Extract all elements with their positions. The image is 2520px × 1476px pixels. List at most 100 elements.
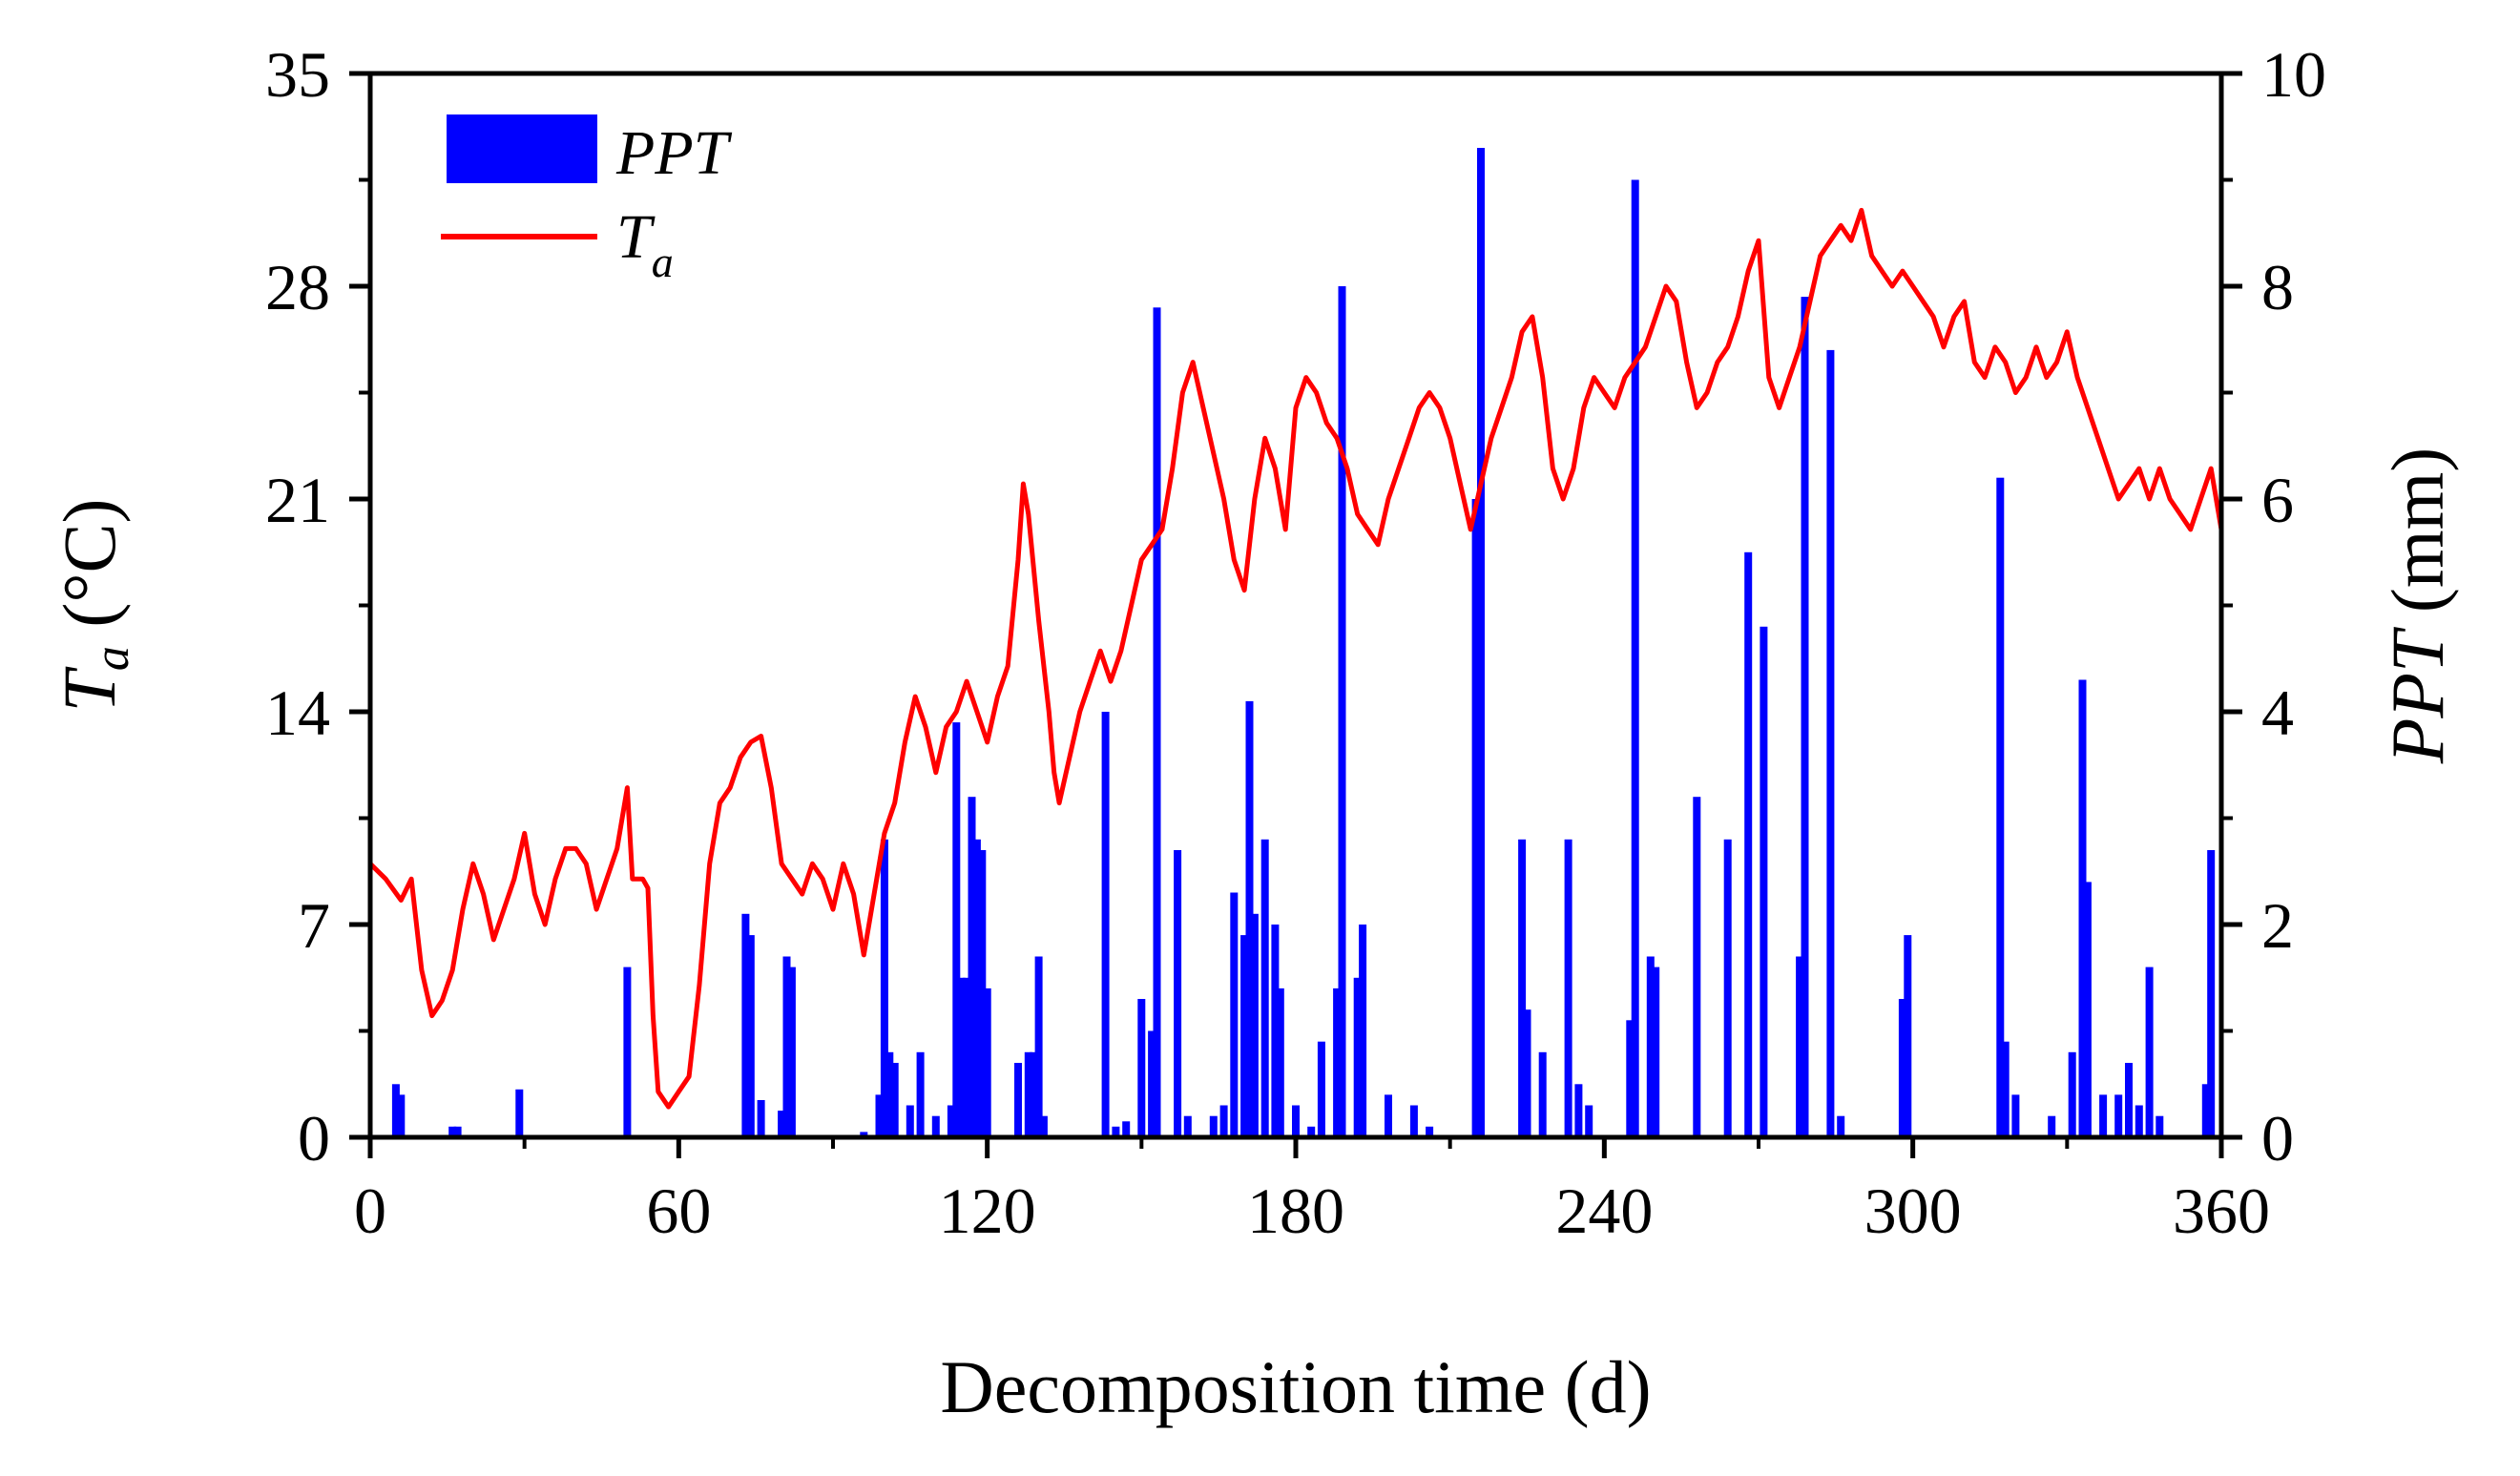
ppt-bar bbox=[1760, 627, 1767, 1137]
ppt-bar bbox=[917, 1052, 925, 1137]
ppt-bar bbox=[1652, 967, 1659, 1137]
ppt-bar bbox=[1585, 1106, 1593, 1138]
y-right-tick-label: 4 bbox=[2261, 676, 2294, 749]
ppt-bar bbox=[2011, 1094, 2019, 1137]
x-tick-label: 240 bbox=[1555, 1175, 1653, 1247]
legend-ta-symbol: T bbox=[616, 202, 656, 272]
y-left-tick-label: 28 bbox=[265, 251, 330, 323]
x-tick-label: 0 bbox=[354, 1175, 386, 1247]
ppt-bar bbox=[2048, 1116, 2055, 1137]
ppt-bar bbox=[515, 1090, 523, 1137]
ppt-bar bbox=[1837, 1116, 1844, 1137]
ppt-bar bbox=[1261, 840, 1269, 1137]
ppt-bar bbox=[1035, 957, 1043, 1138]
ppt-bar bbox=[1477, 148, 1485, 1137]
ppt-bar bbox=[1693, 797, 1700, 1137]
ppt-bar bbox=[2069, 1052, 2076, 1137]
y-left-tick-label: 0 bbox=[298, 1102, 330, 1175]
ppt-bar bbox=[2084, 882, 2092, 1137]
ppt-bar bbox=[2146, 967, 2154, 1137]
ppt-bar bbox=[1220, 1106, 1228, 1138]
y-left-tick-label: 7 bbox=[298, 889, 330, 962]
x-tick-label: 360 bbox=[2173, 1175, 2270, 1247]
legend-ta-label: Ta bbox=[616, 202, 674, 286]
y-right-title-symbol: PPT bbox=[2376, 627, 2459, 764]
ppt-bar bbox=[2156, 1116, 2163, 1137]
ppt-bar bbox=[747, 935, 755, 1137]
ppt-bar bbox=[1904, 935, 1911, 1137]
ppt-bar bbox=[2207, 850, 2215, 1137]
x-tick-label: 300 bbox=[1864, 1175, 1962, 1247]
ppt-bar bbox=[1565, 840, 1572, 1137]
ppt-bar bbox=[1524, 1009, 1531, 1137]
ppt-bar bbox=[1014, 1063, 1022, 1137]
legend-ppt-swatch bbox=[447, 114, 597, 183]
y-left-tick-label: 14 bbox=[265, 676, 330, 749]
y-left-title-subscript: a bbox=[85, 646, 139, 671]
ppt-bar bbox=[1277, 988, 1284, 1137]
ppt-bar bbox=[1292, 1106, 1300, 1138]
y-right-tick-label: 8 bbox=[2261, 251, 2294, 323]
ppt-bar bbox=[932, 1116, 940, 1137]
legend-ppt-label: PPT bbox=[615, 118, 733, 188]
legend: PPT Ta bbox=[441, 114, 733, 286]
ppt-bar bbox=[1137, 999, 1145, 1137]
ppt-bar bbox=[1826, 350, 1834, 1137]
ppt-bar bbox=[1359, 925, 1366, 1137]
ppt-bar bbox=[1632, 180, 1639, 1138]
y-right-tick-label: 0 bbox=[2261, 1102, 2294, 1175]
ppt-bar bbox=[1318, 1042, 1325, 1137]
ppt-bar bbox=[1230, 893, 1238, 1138]
ppt-bar bbox=[2135, 1106, 2143, 1138]
ppt-bar bbox=[397, 1094, 405, 1137]
ppt-bar bbox=[1385, 1094, 1392, 1137]
y-right-tick-label: 6 bbox=[2261, 464, 2294, 536]
ppt-bar bbox=[1210, 1116, 1218, 1137]
x-tick-label: 120 bbox=[939, 1175, 1036, 1247]
ppt-bar bbox=[1801, 297, 1809, 1137]
ppt-bar bbox=[1339, 286, 1346, 1137]
y-left-title-unit: (°C) bbox=[48, 498, 131, 646]
ppt-bar bbox=[758, 1100, 765, 1137]
ppt-bar bbox=[1184, 1116, 1192, 1137]
ppt-bar bbox=[623, 967, 631, 1137]
ppt-bars bbox=[392, 148, 2215, 1137]
ppt-bar bbox=[1539, 1052, 1547, 1137]
y-left-tick-label: 35 bbox=[265, 38, 330, 111]
ppt-bar bbox=[1122, 1121, 1130, 1137]
ppt-bar bbox=[1102, 712, 1110, 1137]
ppt-bar bbox=[2114, 1094, 2122, 1137]
x-tick-label: 180 bbox=[1247, 1175, 1344, 1247]
y-right-title-unit: (mm) bbox=[2376, 447, 2459, 632]
ppt-bar bbox=[984, 988, 991, 1137]
ppt-bar bbox=[1996, 478, 2004, 1137]
ppt-bar bbox=[788, 967, 796, 1137]
ppt-bar bbox=[1154, 307, 1161, 1137]
ppt-bar bbox=[1724, 840, 1732, 1137]
ppt-bar bbox=[1410, 1106, 1418, 1138]
ppt-bar bbox=[891, 1063, 899, 1137]
y-right-tick-label: 2 bbox=[2261, 889, 2294, 962]
ppt-bar bbox=[1040, 1116, 1048, 1137]
legend-ta-subscript: a bbox=[652, 238, 674, 286]
ppt-bar bbox=[1574, 1084, 1582, 1137]
y-right-axis-title: PPT (mm) bbox=[2376, 447, 2459, 764]
ppt-bar bbox=[1744, 552, 1752, 1137]
ta-line bbox=[370, 210, 2221, 1107]
ppt-bar bbox=[2099, 1094, 2107, 1137]
y-right-tick-label: 10 bbox=[2261, 38, 2326, 111]
ta-line-layer bbox=[370, 210, 2221, 1107]
ppt-bar bbox=[2125, 1063, 2133, 1137]
ppt-bar bbox=[906, 1106, 914, 1138]
ppt-bar bbox=[1251, 914, 1259, 1137]
y-left-title-symbol: T bbox=[48, 667, 131, 713]
y-left-tick-label: 21 bbox=[265, 464, 330, 536]
ppt-bar bbox=[1174, 850, 1181, 1137]
x-axis-title: Decomposition time (d) bbox=[940, 1345, 1651, 1428]
ppt-bar bbox=[2002, 1042, 2010, 1137]
x-tick-label: 60 bbox=[646, 1175, 711, 1247]
y-left-axis-title: Ta (°C) bbox=[48, 498, 139, 712]
